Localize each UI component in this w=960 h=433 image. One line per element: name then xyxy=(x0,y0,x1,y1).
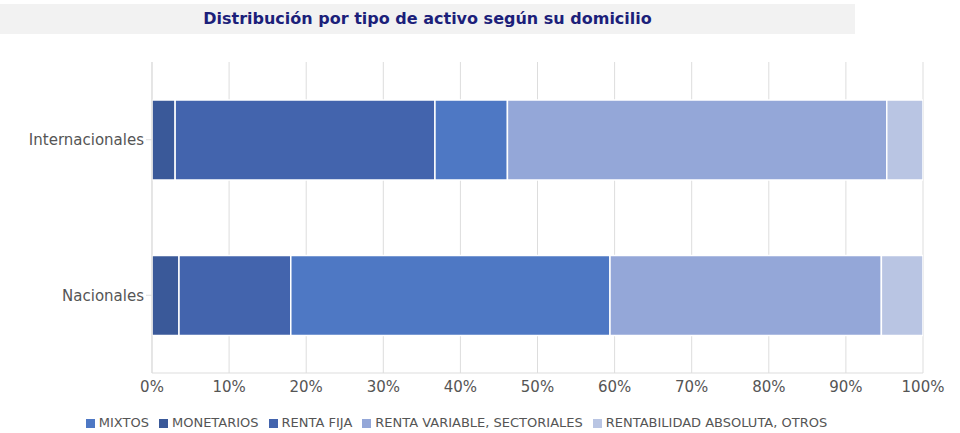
svg-text:70%: 70% xyxy=(675,378,708,396)
html-text:RENTABILIDAD ABSOLUTA, OTROS: RENTABILIDAD ABSOLUTA, OTROS xyxy=(605,415,828,430)
svg-text:20%: 20% xyxy=(290,378,323,396)
svg-text:Nacionales: Nacionales xyxy=(62,287,144,305)
html-text:MONETARIOS: MONETARIOS xyxy=(172,415,259,430)
svg-text:40%: 40% xyxy=(444,378,477,396)
html-text:RENTA VARIABLE, SECTORIALES: RENTA VARIABLE, SECTORIALES xyxy=(375,415,583,430)
svg-text:50%: 50% xyxy=(521,378,554,396)
svg-text:Internacionales: Internacionales xyxy=(29,131,144,149)
svg-text:60%: 60% xyxy=(598,378,631,396)
svg-text:0%: 0% xyxy=(140,378,164,396)
html-text:RENTA FIJA: RENTA FIJA xyxy=(281,415,353,430)
svg-text:80%: 80% xyxy=(752,378,785,396)
html-text:MIXTOS: MIXTOS xyxy=(98,415,149,430)
svg-text:30%: 30% xyxy=(367,378,400,396)
svg-text:100%: 100% xyxy=(902,378,945,396)
svg-text:90%: 90% xyxy=(829,378,862,396)
html-text:Distribución por tipo de activ: Distribución por tipo de activo según su… xyxy=(203,9,652,28)
svg-text:10%: 10% xyxy=(212,378,245,396)
